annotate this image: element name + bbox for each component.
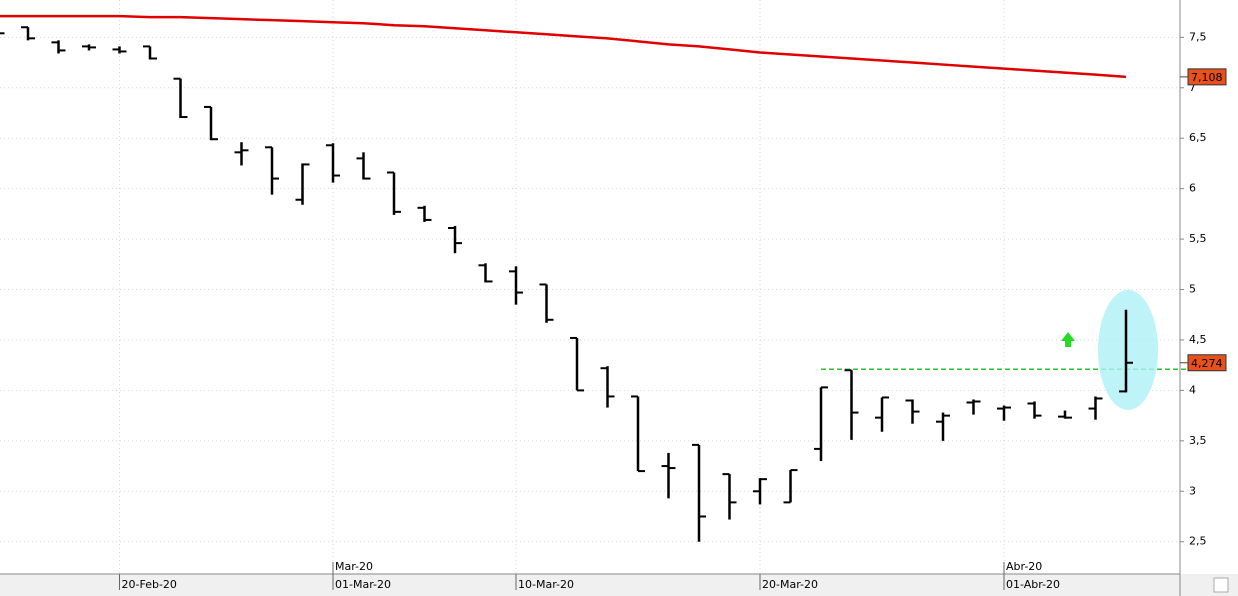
y-tick-label: 6 (1189, 182, 1196, 195)
price-tag (1187, 68, 1227, 86)
y-tick-label: 4,5 (1189, 333, 1207, 346)
x-tick-label: 01-Mar-20 (335, 578, 391, 591)
price-tag-label: 4,274 (1191, 357, 1223, 370)
y-tick-label: 5,5 (1189, 232, 1207, 245)
y-tick-label: 6,5 (1189, 131, 1207, 144)
x-tick-label: 20-Mar-20 (762, 578, 818, 591)
y-tick-label: 5 (1189, 283, 1196, 296)
y-tick-label: 4 (1189, 383, 1196, 396)
highlight-ellipse (1098, 290, 1158, 410)
price-tag-label: 7,108 (1191, 71, 1223, 84)
price-tag (1187, 354, 1227, 372)
y-tick-label: 2,5 (1189, 535, 1207, 548)
x-tick-label: 20-Feb-20 (122, 578, 177, 591)
x-tick-label: 10-Mar-20 (518, 578, 574, 591)
moving-average (0, 14, 1127, 79)
corner-icon[interactable] (1213, 577, 1229, 593)
y-tick-label: 3,5 (1189, 434, 1207, 447)
up-arrow (1061, 332, 1075, 347)
x-tick-label: 01-Abr-20 (1006, 578, 1060, 591)
x-axis-strip (0, 574, 1238, 596)
month-label: Mar-20 (335, 560, 373, 573)
y-tick-label: 3 (1189, 484, 1196, 497)
month-label: Abr-20 (1006, 560, 1042, 573)
y-tick-label: 7 (1189, 81, 1196, 94)
y-tick-label: 7,5 (1189, 30, 1207, 43)
